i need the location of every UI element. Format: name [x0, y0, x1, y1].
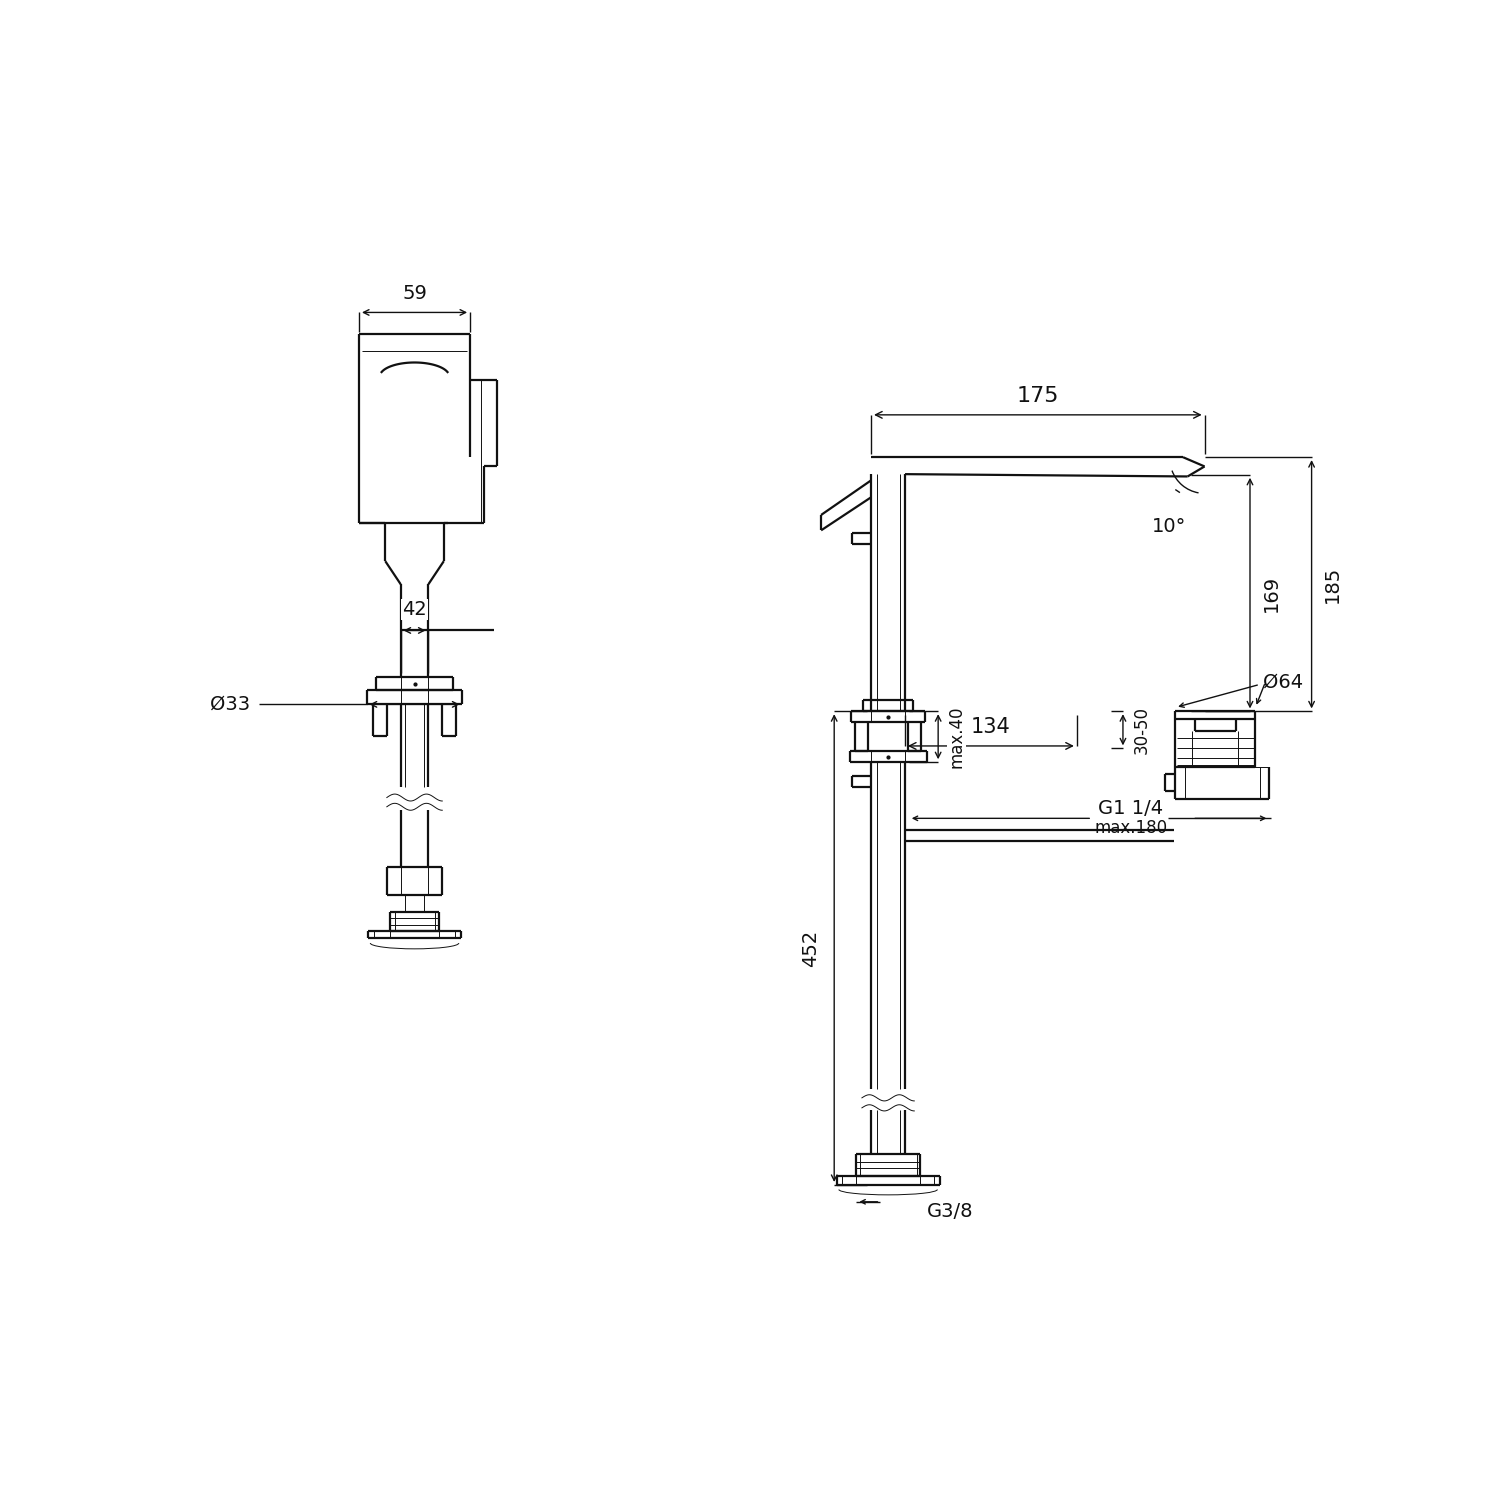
Text: max.40: max.40	[948, 705, 966, 768]
Text: 134: 134	[970, 717, 1011, 736]
Text: 10°: 10°	[1152, 518, 1186, 536]
Text: G1 1/4: G1 1/4	[1098, 800, 1162, 818]
Text: max.180: max.180	[1094, 819, 1167, 837]
Text: 452: 452	[801, 930, 820, 966]
Text: Ø64: Ø64	[1263, 672, 1304, 692]
Text: 169: 169	[1262, 574, 1281, 612]
Text: 175: 175	[1017, 386, 1059, 405]
Text: 42: 42	[402, 600, 427, 619]
Text: Ø33: Ø33	[210, 694, 251, 714]
Text: 185: 185	[1323, 566, 1342, 603]
Text: G3/8: G3/8	[927, 1203, 974, 1221]
Text: 59: 59	[402, 284, 427, 303]
Text: 30-50: 30-50	[1132, 706, 1150, 754]
